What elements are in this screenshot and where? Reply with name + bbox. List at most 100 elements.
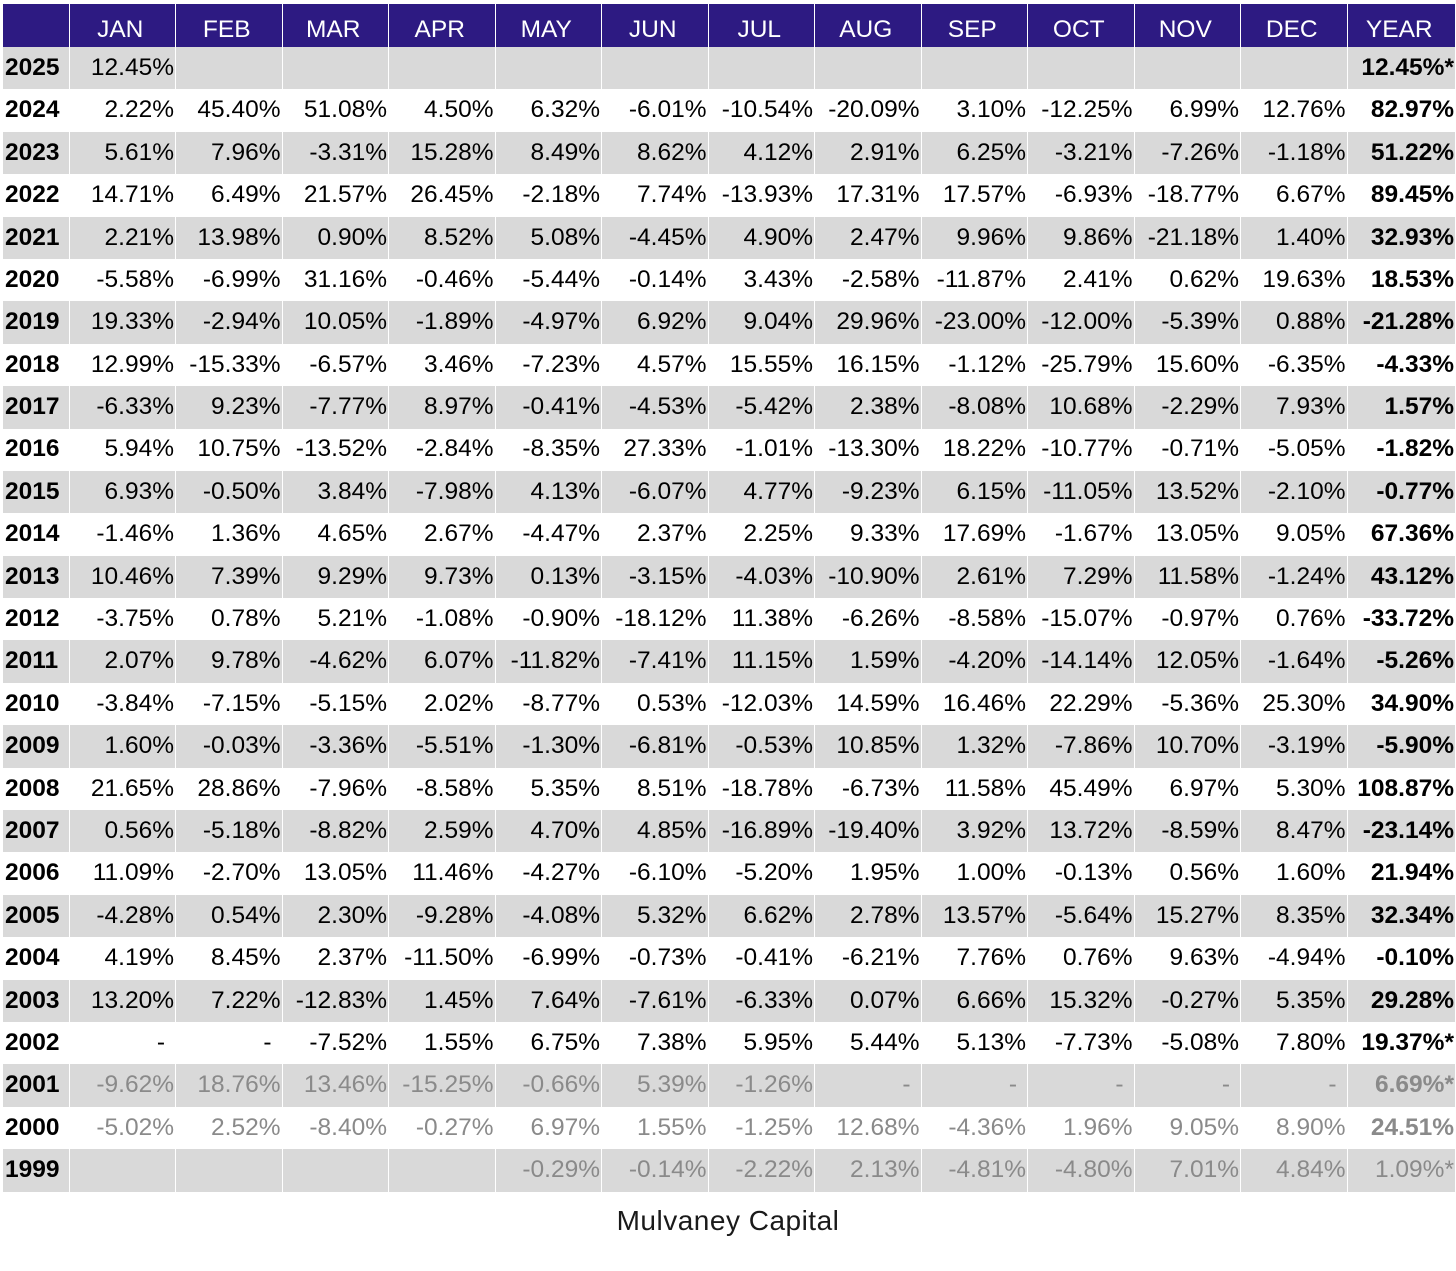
return-cell-sep: 1.32%	[921, 725, 1028, 768]
return-cell-sep: 6.25%	[921, 131, 1028, 175]
return-cell-mar: -7.52%	[282, 1021, 389, 1065]
table-row-2016: 2016 5.94% 10.75% -13.52% -2.84% -8.35% 27.33%…	[3, 428, 1455, 471]
return-cell-may: 6.97%	[495, 1106, 602, 1150]
return-cell-jul: 6.62%	[708, 894, 815, 938]
return-cell-mar: -5.15%	[282, 682, 389, 726]
return-cell-jan: 2.22%	[69, 89, 176, 132]
return-cell-oct: -3.21%	[1027, 131, 1135, 175]
return-cell-aug: -9.23%	[814, 470, 922, 514]
return-cell-oct: -0.13%	[1027, 852, 1135, 895]
annual-return-cell: 43.12%	[1347, 555, 1455, 599]
return-cell-jul: -18.78%	[708, 767, 815, 811]
return-cell-may: 0.13%	[495, 555, 602, 599]
column-header-mar: MAR	[282, 4, 389, 47]
column-header-jan: JAN	[69, 4, 176, 47]
year-label: 2009	[3, 725, 70, 768]
return-cell-oct: -11.05%	[1027, 470, 1135, 514]
return-cell-feb: -0.03%	[175, 725, 283, 768]
year-label: 2018	[3, 343, 70, 387]
return-cell-oct: -7.86%	[1027, 725, 1135, 768]
return-cell-jun: -3.15%	[601, 555, 709, 599]
annual-return-cell: 12.45%*	[1347, 47, 1455, 90]
return-cell-jun: -6.10%	[601, 852, 709, 895]
table-header-row: JAN FEB MAR APR MAY JUN JUL AUG SEP OCT NOV DEC YEAR	[3, 4, 1455, 47]
return-cell-may: -2.18%	[495, 174, 602, 217]
return-cell-dec: 9.05%	[1240, 513, 1348, 556]
return-cell-may: -6.99%	[495, 937, 602, 980]
return-cell-oct: 45.49%	[1027, 767, 1135, 811]
return-cell-oct: -12.00%	[1027, 301, 1135, 344]
return-cell-jul: -16.89%	[708, 810, 815, 853]
return-cell-jan: 2.21%	[69, 216, 176, 259]
return-cell-mar: -6.57%	[282, 343, 389, 387]
return-cell-jun: -6.01%	[601, 89, 709, 132]
annual-return-cell: 89.45%	[1370, 181, 1454, 209]
return-cell-sep: 3.10%	[921, 89, 1028, 132]
footer-caption: Mulvaney Capital	[616, 1205, 840, 1236]
return-cell-feb: 7.96%	[175, 131, 283, 175]
return-cell-mar: -7.96%	[282, 767, 389, 811]
return-cell-oct: -7.73%	[1027, 1021, 1135, 1065]
annual-return-cell: -0.10%	[1376, 944, 1454, 972]
return-cell-jun: 7.38%	[601, 1021, 709, 1065]
return-cell-jan: -9.62%	[69, 1064, 176, 1107]
year-label: 2016	[3, 428, 70, 471]
return-cell-oct: 9.86%	[1027, 216, 1135, 259]
return-cell-mar: -8.40%	[282, 1106, 389, 1150]
return-cell-feb	[175, 47, 283, 90]
return-cell-nov: -21.18%	[1134, 216, 1241, 259]
return-cell-jul: 5.95%	[708, 1021, 815, 1065]
return-cell-nov: -5.08%	[1134, 1021, 1241, 1065]
return-cell-apr	[388, 1149, 496, 1192]
return-cell-sep: 1.00%	[921, 852, 1028, 895]
return-cell-may: -0.90%	[495, 598, 602, 641]
return-cell-oct: 0.76%	[1027, 937, 1135, 980]
return-cell-aug: 10.85%	[814, 725, 922, 768]
return-cell-may: 6.75%	[495, 1021, 602, 1065]
return-cell-apr: -2.84%	[388, 428, 496, 471]
annual-return-cell: -4.33%	[1376, 350, 1454, 378]
return-cell-mar: 9.29%	[282, 555, 389, 599]
return-cell-may: -4.97%	[495, 301, 602, 344]
return-cell-may: -7.23%	[495, 343, 602, 387]
year-label: 2007	[3, 810, 70, 853]
return-cell-aug: 2.78%	[814, 894, 922, 938]
return-cell-oct: -1.67%	[1027, 513, 1135, 556]
return-cell-jan: 6.93%	[69, 470, 176, 514]
table-row-2008: 2008 21.65% 28.86% -7.96% -8.58% 5.35% 8.51% -1…	[3, 767, 1455, 811]
column-header-aug: AUG	[814, 4, 922, 47]
return-cell-feb: 13.98%	[175, 216, 283, 259]
year-label: 2005	[3, 894, 70, 938]
return-cell-jun: -7.61%	[601, 979, 709, 1022]
return-cell-feb: -5.18%	[175, 810, 283, 853]
return-cell-sep: -23.00%	[921, 301, 1028, 344]
table-row-2006: 2006 11.09% -2.70% 13.05% 11.46% -4.27% -6.10%…	[3, 852, 1455, 895]
return-cell-sep	[921, 47, 1028, 90]
return-cell-sep: 7.76%	[921, 937, 1028, 980]
table-row-2019: 2019 19.33% -2.94% 10.05% -1.89% -4.97% 6.92% 9…	[3, 301, 1455, 344]
column-header-year: YEAR	[1347, 4, 1455, 47]
return-cell-feb: -2.94%	[175, 301, 283, 344]
year-label: 2008	[3, 767, 70, 811]
return-cell-sep: -8.58%	[921, 598, 1028, 641]
return-cell-dec: -1.64%	[1240, 640, 1348, 683]
return-cell-feb: 1.36%	[175, 513, 283, 556]
return-cell-nov: 10.70%	[1134, 725, 1241, 768]
return-cell-jun: -7.41%	[601, 640, 709, 683]
return-cell-mar: 21.57%	[282, 174, 389, 217]
annual-return-cell: 51.22%	[1347, 131, 1455, 175]
return-cell-oct: 10.68%	[1027, 386, 1135, 429]
table-row-2017: 2017 -6.33% 9.23% -7.77% 8.97% -0.41% -4.53% -5…	[3, 386, 1455, 429]
return-cell-jan: 11.09%	[69, 852, 176, 895]
year-label: 2006	[3, 852, 70, 895]
return-cell-jul: 9.04%	[708, 301, 815, 344]
year-label: 2025	[3, 47, 70, 90]
return-cell-mar: -3.31%	[282, 131, 389, 175]
return-cell-nov: -0.27%	[1134, 979, 1241, 1022]
table-row-2012: 2012 -3.75% 0.78% 5.21% -1.08% -0.90% -18.12% 1…	[3, 598, 1455, 641]
return-cell-aug: -2.58%	[814, 258, 922, 302]
return-cell-jun: 5.32%	[601, 894, 709, 938]
year-label: 1999	[3, 1149, 70, 1192]
return-cell-oct: -6.93%	[1027, 174, 1135, 217]
return-cell-dec: 12.76%	[1240, 89, 1348, 132]
